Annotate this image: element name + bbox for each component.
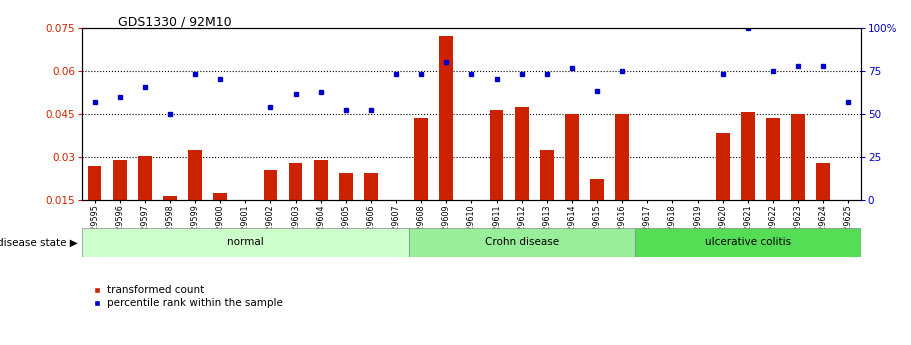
Bar <box>439 36 454 200</box>
Bar <box>339 173 353 200</box>
Bar <box>163 196 177 200</box>
Legend: transformed count, percentile rank within the sample: transformed count, percentile rank withi… <box>87 281 287 313</box>
Bar <box>565 114 578 200</box>
Text: ulcerative colitis: ulcerative colitis <box>705 237 791 247</box>
Bar <box>741 112 754 200</box>
Bar <box>635 228 861 257</box>
Bar <box>87 166 101 200</box>
Bar <box>263 170 277 200</box>
Bar <box>716 132 730 200</box>
Bar <box>82 228 409 257</box>
Bar <box>409 228 635 257</box>
Text: Crohn disease: Crohn disease <box>485 237 558 247</box>
Bar <box>791 114 805 200</box>
Text: normal: normal <box>227 237 263 247</box>
Bar <box>364 173 378 200</box>
Text: GDS1330 / 92M10: GDS1330 / 92M10 <box>118 16 232 29</box>
Bar <box>515 107 528 200</box>
Bar <box>289 163 302 200</box>
Bar <box>590 179 604 200</box>
Bar <box>766 118 780 200</box>
Text: disease state ▶: disease state ▶ <box>0 237 77 247</box>
Bar <box>113 160 127 200</box>
Bar <box>189 150 202 200</box>
Bar <box>540 150 554 200</box>
Bar <box>489 110 504 200</box>
Bar <box>313 160 328 200</box>
Bar <box>138 156 152 200</box>
Bar <box>615 114 630 200</box>
Bar <box>415 118 428 200</box>
Bar <box>213 193 227 200</box>
Bar <box>816 163 830 200</box>
